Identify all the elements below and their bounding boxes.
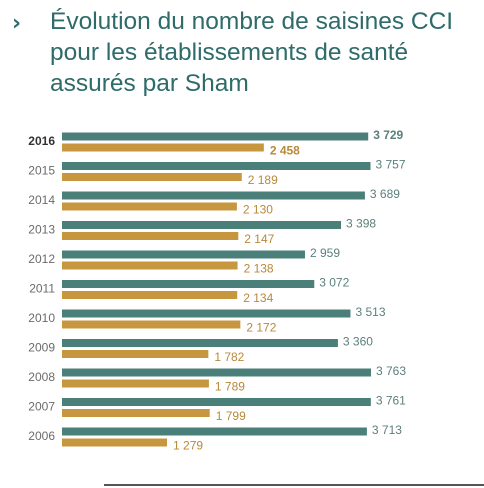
value-label-teal: 3 360 <box>343 335 373 349</box>
bar-group: 2016 3 729 2 458 2015 3 757 2 189 2014 3 689 2 1… <box>28 128 406 453</box>
bar-teal <box>62 250 305 259</box>
year-label: 2015 <box>28 164 55 178</box>
value-label-teal: 3 757 <box>376 158 406 172</box>
bar-gold <box>62 173 242 181</box>
bar-teal <box>62 368 371 377</box>
bar-gold <box>62 409 210 417</box>
value-label-gold: 1 279 <box>173 439 203 453</box>
year-label: 2011 <box>29 282 55 296</box>
value-label-gold: 2 458 <box>270 144 300 158</box>
year-label: 2012 <box>28 252 55 266</box>
year-label: 2014 <box>28 193 55 207</box>
bar-gold <box>62 232 239 240</box>
value-label-gold: 2 172 <box>246 321 276 335</box>
value-label-gold: 2 147 <box>244 232 274 246</box>
year-label: 2007 <box>28 400 55 414</box>
bar-gold <box>62 350 209 358</box>
value-label-gold: 1 789 <box>215 380 245 394</box>
year-label: 2016 <box>28 134 55 148</box>
year-label: 2010 <box>28 311 55 325</box>
value-label-teal: 3 513 <box>355 305 385 319</box>
bar-gold <box>62 143 264 152</box>
bar-teal <box>62 339 338 347</box>
value-label-teal: 3 729 <box>373 128 403 142</box>
bar-teal <box>62 280 315 288</box>
value-label-teal: 3 398 <box>346 217 376 231</box>
bar-teal <box>62 162 371 170</box>
value-label-gold: 2 189 <box>248 173 278 187</box>
value-label-gold: 2 138 <box>244 262 274 276</box>
value-label-teal: 3 072 <box>319 276 349 290</box>
chevron-right-icon: › <box>12 11 22 36</box>
value-label-teal: 3 713 <box>372 423 402 437</box>
year-label: 2006 <box>28 429 55 443</box>
year-label: 2008 <box>28 370 55 384</box>
bar-gold <box>62 202 237 211</box>
bar-gold <box>62 438 168 447</box>
value-label-teal: 2 959 <box>310 246 340 260</box>
year-label: 2013 <box>28 223 55 237</box>
bar-gold <box>62 379 209 388</box>
bar-teal <box>62 191 365 200</box>
bar-teal <box>62 221 342 229</box>
bar-teal <box>62 427 367 436</box>
value-label-gold: 2 130 <box>243 203 273 217</box>
value-label-teal: 3 763 <box>376 364 406 378</box>
value-label-gold: 1 799 <box>216 409 246 423</box>
year-label: 2009 <box>28 341 55 355</box>
bar-teal <box>62 132 369 141</box>
value-label-teal: 3 761 <box>376 394 406 408</box>
bar-teal <box>62 309 351 318</box>
bar-gold <box>62 261 238 270</box>
value-label-teal: 3 689 <box>370 187 400 201</box>
value-label-gold: 2 134 <box>243 291 273 305</box>
bottom-divider <box>104 484 484 486</box>
bar-gold <box>62 320 241 329</box>
value-label-gold: 1 782 <box>214 350 244 364</box>
bar-gold <box>62 291 238 299</box>
chart-title: Évolution du nombre de saisines CCI pour… <box>50 8 454 97</box>
bar-teal <box>62 398 371 406</box>
